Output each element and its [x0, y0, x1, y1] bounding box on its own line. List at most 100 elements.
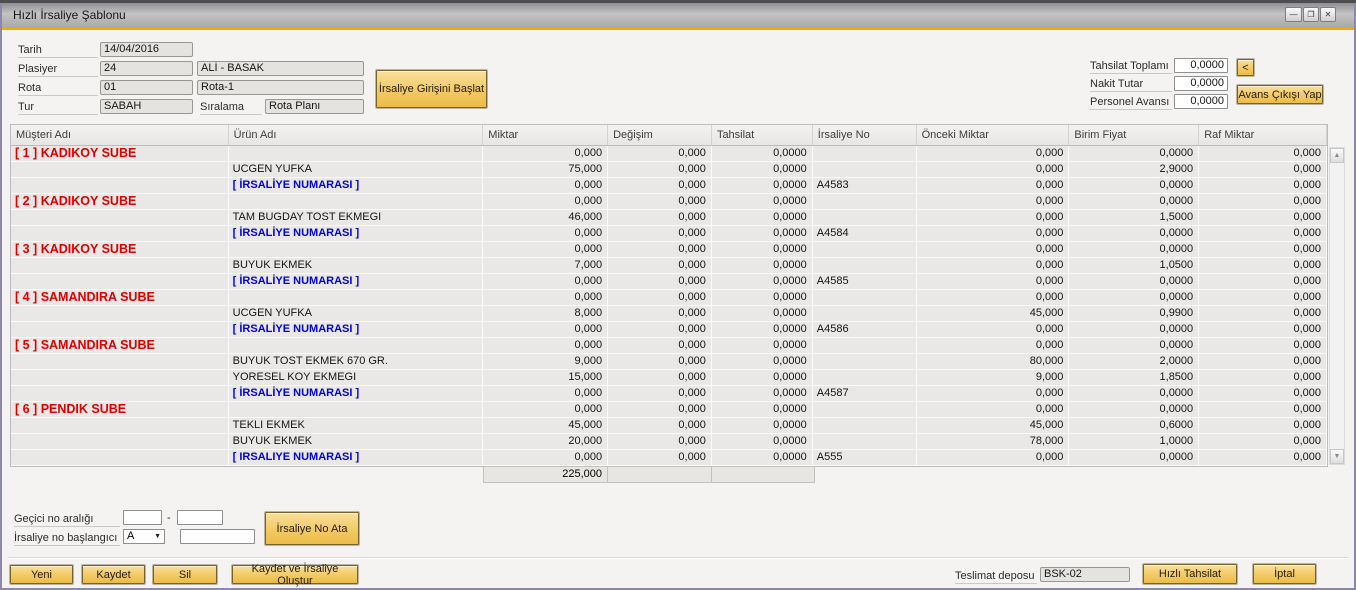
cell-urun-adi[interactable]: [ İRSALİYE NUMARASI ] — [228, 226, 484, 242]
cell-miktar[interactable]: 0,000 — [483, 274, 609, 290]
cell-birim-fiyat[interactable]: 1,0000 — [1069, 434, 1200, 450]
cell-birim-fiyat[interactable]: 1,0500 — [1069, 258, 1200, 274]
cell-onceki-miktar[interactable]: 0,000 — [916, 338, 1070, 354]
cell-urun-adi[interactable]: [ İRSALİYE NUMARASI ] — [228, 386, 484, 402]
cell-urun-adi[interactable]: [ İRSALİYE NUMARASI ] — [228, 274, 484, 290]
vertical-scrollbar[interactable]: ▲ ▼ — [1329, 147, 1345, 465]
cell-tahsilat[interactable]: 0,0000 — [711, 434, 813, 450]
cell-urun-adi[interactable]: YORESEL KOY EKMEGI — [228, 370, 484, 386]
cell-tahsilat[interactable]: 0,0000 — [711, 418, 813, 434]
cell-musteri-adi[interactable] — [11, 162, 229, 178]
irsaliye-no-ata-button[interactable]: İrsaliye No Ata — [265, 512, 359, 545]
cell-urun-adi[interactable]: BUYUK TOST EKMEK 670 GR. — [228, 354, 484, 370]
cell-miktar[interactable]: 20,000 — [483, 434, 609, 450]
cell-degisim[interactable]: 0,000 — [608, 162, 712, 178]
cell-degisim[interactable]: 0,000 — [608, 450, 712, 466]
restore-button[interactable]: ❐ — [1303, 7, 1319, 22]
cell-musteri-adi[interactable]: [ 4 ] SAMANDIRA SUBE — [11, 290, 229, 306]
cell-onceki-miktar[interactable]: 0,000 — [916, 194, 1070, 210]
nakit-tutar-field[interactable]: 0,0000 — [1174, 76, 1228, 91]
column-header-musteri-adi[interactable]: Müşteri Adı — [11, 125, 229, 145]
cell-irsaliye-no[interactable] — [812, 146, 917, 162]
column-header-onceki-miktar[interactable]: Önceki Miktar — [917, 125, 1070, 145]
cell-musteri-adi[interactable] — [11, 306, 229, 322]
prefix-dropdown[interactable]: A ▼ — [123, 529, 165, 544]
cell-onceki-miktar[interactable]: 0,000 — [916, 290, 1070, 306]
cell-degisim[interactable]: 0,000 — [608, 434, 712, 450]
cell-miktar[interactable]: 0,000 — [483, 146, 609, 162]
cell-birim-fiyat[interactable]: 0,0000 — [1069, 322, 1200, 338]
cell-irsaliye-no[interactable] — [812, 418, 917, 434]
cell-raf-miktar[interactable]: 0,000 — [1199, 370, 1327, 386]
cell-raf-miktar[interactable]: 0,000 — [1199, 274, 1327, 290]
cell-onceki-miktar[interactable]: 45,000 — [916, 418, 1070, 434]
cell-musteri-adi[interactable] — [11, 386, 229, 402]
cell-urun-adi[interactable]: TAM BUGDAY TOST EKMEGI — [228, 210, 484, 226]
cell-urun-adi[interactable]: BUYUK EKMEK — [228, 434, 484, 450]
table-row[interactable]: BUYUK EKMEK 7,000 0,000 0,0000 0,000 1,0500 0,… — [11, 258, 1327, 274]
cell-raf-miktar[interactable]: 0,000 — [1199, 210, 1327, 226]
cell-musteri-adi[interactable] — [11, 210, 229, 226]
table-row[interactable]: [ İRSALİYE NUMARASI ] 0,000 0,000 0,0000 A45… — [11, 226, 1327, 242]
cell-tahsilat[interactable]: 0,0000 — [711, 178, 813, 194]
cell-birim-fiyat[interactable]: 0,0000 — [1069, 226, 1200, 242]
cell-urun-adi[interactable]: [ İRSALİYE NUMARASI ] — [228, 178, 484, 194]
cell-degisim[interactable]: 0,000 — [608, 354, 712, 370]
cell-degisim[interactable]: 0,000 — [608, 146, 712, 162]
cell-urun-adi[interactable] — [228, 402, 484, 418]
table-row[interactable]: [ İRSALİYE NUMARASI ] 0,000 0,000 0,0000 A45… — [11, 386, 1327, 402]
cell-degisim[interactable]: 0,000 — [608, 386, 712, 402]
cell-birim-fiyat[interactable]: 1,5000 — [1069, 210, 1200, 226]
cell-miktar[interactable]: 0,000 — [483, 402, 609, 418]
cell-degisim[interactable]: 0,000 — [608, 306, 712, 322]
siralama-field[interactable]: Rota Planı — [265, 99, 364, 114]
cell-raf-miktar[interactable]: 0,000 — [1199, 290, 1327, 306]
cell-irsaliye-no[interactable]: A4586 — [812, 322, 917, 338]
cell-raf-miktar[interactable]: 0,000 — [1199, 386, 1327, 402]
cell-musteri-adi[interactable] — [11, 418, 229, 434]
cell-irsaliye-no[interactable] — [812, 290, 917, 306]
cell-musteri-adi[interactable] — [11, 178, 229, 194]
cell-irsaliye-no[interactable] — [812, 434, 917, 450]
table-row[interactable]: TEKLI EKMEK 45,000 0,000 0,0000 45,000 0,6000… — [11, 418, 1327, 434]
cell-onceki-miktar[interactable]: 0,000 — [916, 386, 1070, 402]
cell-irsaliye-no[interactable] — [812, 402, 917, 418]
cell-onceki-miktar[interactable]: 80,000 — [916, 354, 1070, 370]
cell-tahsilat[interactable]: 0,0000 — [711, 386, 813, 402]
cell-onceki-miktar[interactable]: 0,000 — [916, 146, 1070, 162]
cell-tahsilat[interactable]: 0,0000 — [711, 274, 813, 290]
cell-birim-fiyat[interactable]: 0,0000 — [1069, 338, 1200, 354]
cell-urun-adi[interactable]: [ İRSALİYE NUMARASI ] — [228, 322, 484, 338]
cell-urun-adi[interactable] — [228, 242, 484, 258]
table-row[interactable]: BUYUK TOST EKMEK 670 GR. 9,000 0,000 0,0000… — [11, 354, 1327, 370]
cell-musteri-adi[interactable] — [11, 322, 229, 338]
cell-musteri-adi[interactable] — [11, 274, 229, 290]
cell-musteri-adi[interactable]: [ 2 ] KADIKOY SUBE — [11, 194, 229, 210]
cell-birim-fiyat[interactable]: 0,0000 — [1069, 450, 1200, 466]
gecici-no-from-input[interactable] — [123, 510, 162, 525]
kaydet-button[interactable]: Kaydet — [82, 565, 145, 584]
column-header-miktar[interactable]: Miktar — [483, 125, 609, 145]
yeni-button[interactable]: Yeni — [10, 565, 73, 584]
cell-irsaliye-no[interactable]: A555 — [812, 450, 917, 466]
cell-tahsilat[interactable]: 0,0000 — [711, 242, 813, 258]
iptal-button[interactable]: İptal — [1253, 564, 1316, 584]
cell-onceki-miktar[interactable]: 0,000 — [916, 242, 1070, 258]
cell-onceki-miktar[interactable]: 0,000 — [916, 402, 1070, 418]
cell-raf-miktar[interactable]: 0,000 — [1199, 306, 1327, 322]
cell-birim-fiyat[interactable]: 0,9900 — [1069, 306, 1200, 322]
table-row[interactable]: [ İRSALİYE NUMARASI ] 0,000 0,000 0,0000 A45… — [11, 322, 1327, 338]
table-row[interactable]: [ İRSALİYE NUMARASI ] 0,000 0,000 0,0000 A45… — [11, 178, 1327, 194]
table-row[interactable]: [ 6 ] PENDIK SUBE 0,000 0,000 0,0000 0,000 0,… — [11, 402, 1327, 418]
kaydet-ve-irsaliye-olustur-button[interactable]: Kaydet ve İrsaliye Oluştur — [232, 563, 358, 587]
cell-miktar[interactable]: 0,000 — [483, 450, 609, 466]
cell-onceki-miktar[interactable]: 9,000 — [916, 370, 1070, 386]
cell-onceki-miktar[interactable]: 0,000 — [916, 178, 1070, 194]
cell-onceki-miktar[interactable]: 45,000 — [916, 306, 1070, 322]
cell-degisim[interactable]: 0,000 — [608, 338, 712, 354]
cell-irsaliye-no[interactable]: A4583 — [812, 178, 917, 194]
cell-urun-adi[interactable]: [ IRSALIYE NUMARASI ] — [228, 450, 484, 466]
cell-musteri-adi[interactable]: [ 6 ] PENDIK SUBE — [11, 402, 229, 418]
cell-irsaliye-no[interactable] — [812, 338, 917, 354]
cell-raf-miktar[interactable]: 0,000 — [1199, 402, 1327, 418]
